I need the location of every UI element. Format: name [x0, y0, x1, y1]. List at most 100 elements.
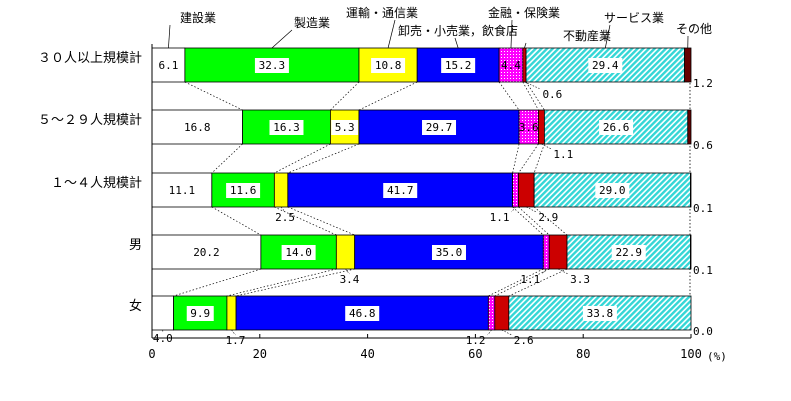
x-unit-label: (%): [707, 350, 727, 363]
value-label: 9.9: [190, 307, 210, 320]
value-label: 3.6: [519, 121, 539, 134]
connector-line: [533, 206, 568, 236]
bars: [151, 47, 692, 331]
value-label: 11.1: [169, 184, 196, 197]
connector-line: [184, 81, 243, 111]
legend-label: その他: [676, 22, 712, 36]
x-axis: 0 20 40 60 80 100 (%): [148, 44, 727, 363]
value-label-bg: [154, 58, 182, 73]
leader-line: [511, 206, 516, 213]
legend-leader-line: [510, 19, 513, 49]
leader-line: [501, 329, 512, 336]
connector-line: [287, 143, 360, 174]
value-label: 11.6: [230, 184, 257, 197]
value-label: 2.9: [538, 211, 558, 224]
legend-label: 不動産業: [563, 28, 611, 43]
connector-line: [274, 206, 337, 236]
leader-line: [526, 206, 537, 213]
category-label: 女: [129, 298, 142, 314]
bar-segment: [690, 172, 692, 208]
legend-leader-line: [168, 24, 171, 49]
connector-line: [330, 81, 360, 111]
value-label-bg: [582, 306, 617, 321]
value-label-bg: [611, 245, 646, 260]
legend-leader-line: [271, 29, 293, 49]
connector-line: [533, 143, 545, 174]
bar-segment: [538, 109, 545, 145]
connector-line: [211, 206, 262, 236]
legend-label: 金融・保険業: [488, 5, 560, 20]
value-label: 2.5: [275, 211, 295, 224]
x-tick-label: 60: [468, 347, 482, 361]
leader-line: [345, 268, 350, 275]
bar-segment: [690, 234, 692, 270]
value-label-bg: [345, 306, 380, 321]
legend-leader-line: [524, 42, 527, 49]
legend-label: 卸売・小売業，飲食店: [398, 23, 518, 38]
connector-line: [518, 143, 539, 174]
value-label: 0.6: [542, 88, 562, 101]
bar-segment: [684, 47, 692, 83]
legend-leader-line: [454, 37, 459, 49]
value-label: 29.0: [599, 184, 626, 197]
bar-segment: [518, 172, 535, 208]
bar-segment: [273, 172, 289, 208]
category-label: 男: [129, 238, 142, 253]
value-label: 46.8: [349, 307, 376, 320]
legend-label: サービス業: [604, 11, 664, 25]
value-label-bg: [431, 245, 466, 260]
bar-segment: [260, 234, 337, 270]
value-label: 14.0: [285, 246, 312, 259]
legend-leader-line: [387, 19, 396, 49]
value-label-bg: [180, 120, 215, 135]
value-label: 6.1: [159, 59, 179, 72]
value-label: 32.3: [259, 59, 286, 72]
value-label: 4.4: [501, 59, 521, 72]
bar-segment: [416, 47, 500, 83]
connector-line: [512, 143, 520, 174]
x-tick-label: 100: [680, 347, 702, 361]
value-label-bg: [164, 183, 199, 198]
leader-line: [280, 206, 286, 213]
value-label: 15.2: [445, 59, 472, 72]
value-label: 10.8: [375, 59, 402, 72]
bar-segment: [226, 295, 237, 331]
category-label: ３０人以上規模計: [38, 50, 142, 66]
value-label-bg: [371, 58, 406, 73]
value-label: 16.3: [273, 121, 300, 134]
value-label: 41.7: [387, 184, 414, 197]
x-tick-label: 80: [576, 347, 590, 361]
value-label: 1.2: [693, 77, 713, 90]
value-label-bg: [226, 183, 261, 198]
connector-line: [173, 268, 261, 297]
bar-segment: [542, 234, 550, 270]
connector-line: [498, 81, 520, 111]
category-label: １～４人規模計: [51, 175, 142, 191]
connector-line: [287, 206, 355, 236]
bar-segment: [487, 295, 496, 331]
category-label: ５～２９人規模計: [38, 112, 142, 128]
value-label: 35.0: [436, 246, 463, 259]
leader-line: [558, 268, 569, 275]
leader-line: [231, 329, 236, 336]
connector-line: [508, 268, 568, 297]
value-label: 2.6: [514, 334, 534, 347]
value-label: 16.8: [184, 121, 211, 134]
connector-line: [211, 143, 243, 174]
value-label: 1.2: [466, 334, 486, 347]
value-label: 29.7: [426, 121, 453, 134]
leader-line: [541, 143, 552, 150]
value-label: 3.4: [340, 273, 360, 286]
value-label-bg: [383, 183, 418, 198]
segment-labels: 6.1 32.3 10.8 15.2 4.4 29.4 16.8 16.3 5.3 29.7 3.6…: [154, 58, 646, 321]
value-label: 33.8: [587, 307, 614, 320]
value-label: 5.3: [335, 121, 355, 134]
connector-line: [274, 143, 331, 174]
x-tick-label: 40: [360, 347, 374, 361]
connector-line: [236, 268, 355, 297]
bar-segment: [512, 172, 519, 208]
bar-segment: [151, 295, 174, 331]
value-label-bg: [441, 58, 476, 73]
